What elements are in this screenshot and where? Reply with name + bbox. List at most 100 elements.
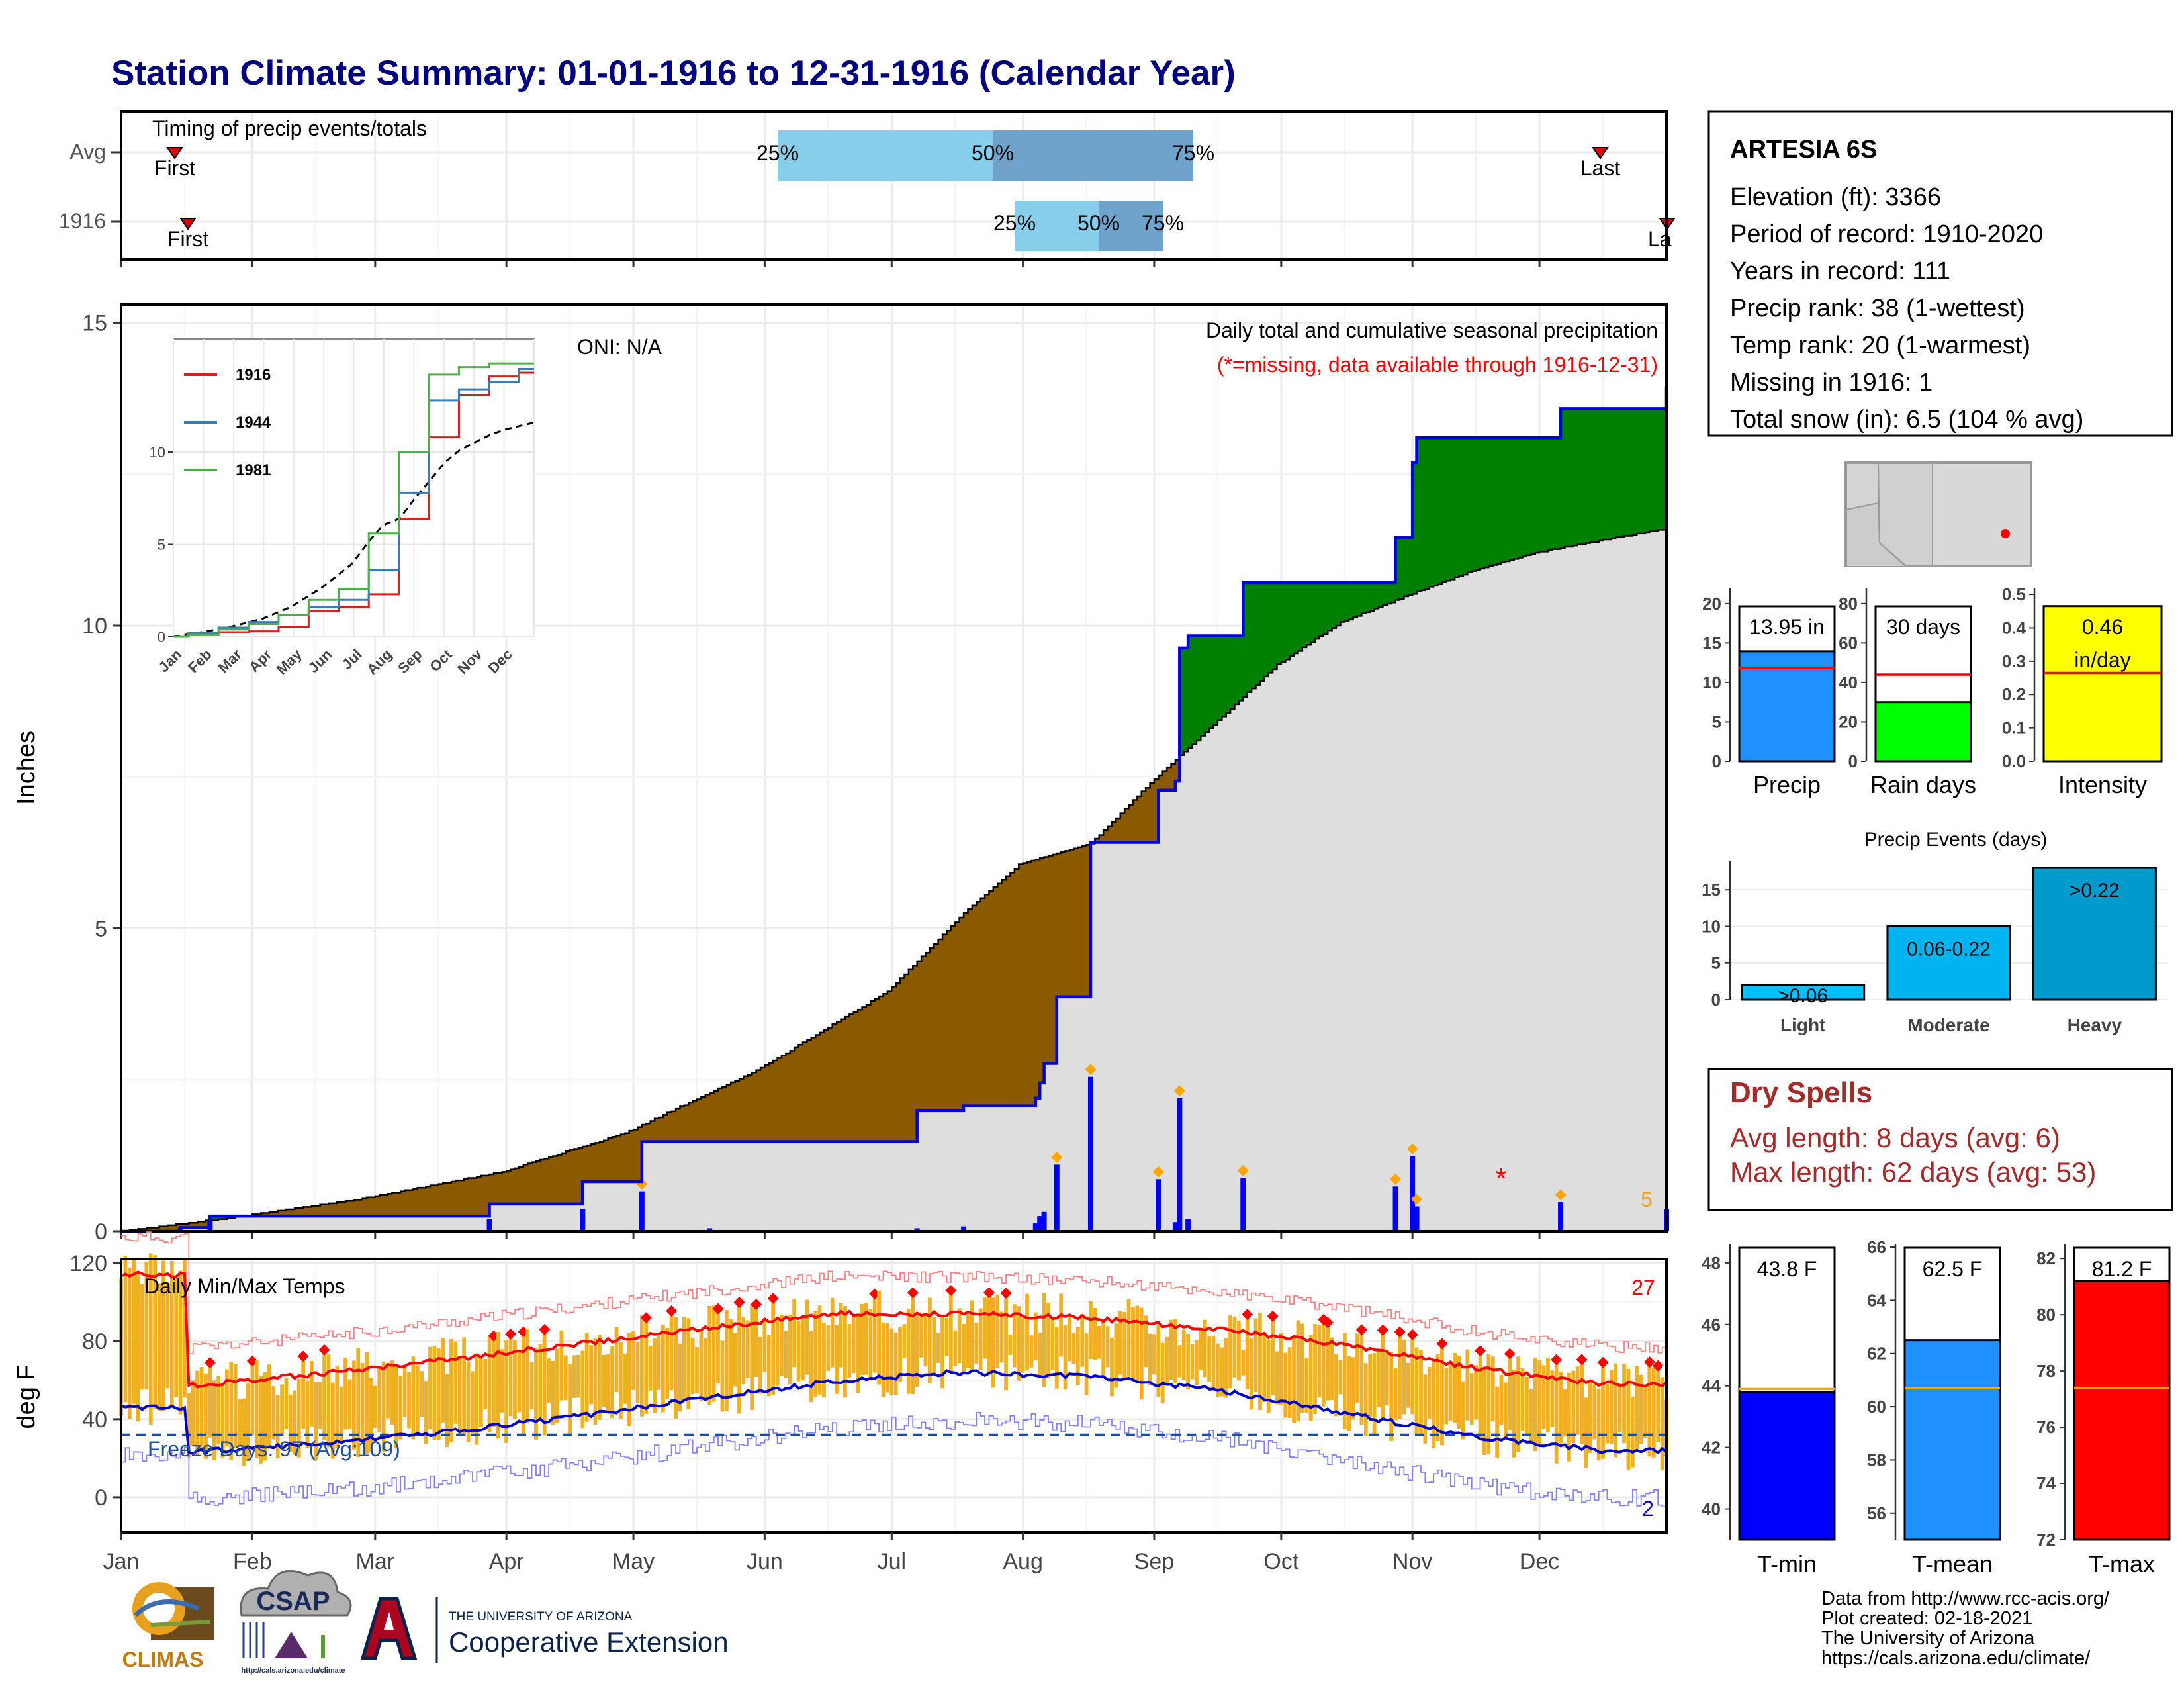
daily-temp-range <box>500 1349 504 1413</box>
oni-label: ONI: N/A <box>577 335 662 359</box>
daily-temp-range <box>644 1317 649 1414</box>
station-location-marker <box>2001 529 2010 538</box>
locator-map <box>1844 461 2032 567</box>
daily-temp-range <box>639 1315 644 1417</box>
inset-ytick-label: 5 <box>158 537 165 553</box>
daily-temp-range <box>999 1311 1004 1363</box>
daily-temp-range <box>1474 1365 1479 1420</box>
hot-day-marker <box>945 1284 957 1296</box>
daily-temp-range <box>335 1365 340 1448</box>
daily-temp-range <box>1626 1368 1631 1470</box>
daily-temp-range <box>445 1374 449 1448</box>
daily-temp-range <box>1512 1369 1516 1458</box>
daily-temp-range <box>1330 1337 1334 1400</box>
daily-temp-range <box>487 1336 492 1433</box>
timing-avg-last-marker <box>1592 147 1609 160</box>
daily-temp-range <box>428 1346 432 1429</box>
heavy-precip-marker <box>1406 1143 1418 1155</box>
daily-temp-range <box>233 1364 238 1448</box>
daily-temp-range <box>123 1256 128 1403</box>
daily-temp-range <box>169 1260 174 1407</box>
month-label: May <box>612 1549 655 1574</box>
tmax-summary-value-bar <box>2073 1280 2171 1541</box>
ua-bottom-text: Cooperative Extension <box>449 1626 729 1658</box>
daily-temp-range <box>716 1309 720 1383</box>
precip-ytick-label: 15 <box>82 310 107 336</box>
daily-temp-range <box>598 1335 602 1420</box>
month-label: Aug <box>1003 1549 1043 1574</box>
daily-temp-range <box>492 1336 496 1427</box>
tmin-summary-ytick-label: 48 <box>1702 1253 1721 1273</box>
hot-day-marker <box>712 1303 724 1315</box>
timing-avg-bar-25-50 <box>778 130 993 181</box>
daily-precip-bar <box>1156 1179 1161 1231</box>
daily-temp-range <box>178 1270 183 1415</box>
daily-temp-range <box>377 1366 382 1432</box>
daily-temp-range <box>398 1375 403 1440</box>
month-label: Oct <box>1263 1549 1298 1574</box>
daily-temp-range <box>1533 1358 1537 1452</box>
daily-temp-range <box>826 1325 831 1371</box>
daily-temp-range <box>758 1336 762 1394</box>
inset-series-line <box>173 362 534 638</box>
daily-temp-range <box>948 1290 953 1373</box>
heavy-precip-marker <box>1411 1193 1423 1205</box>
daily-temp-range <box>144 1261 149 1390</box>
daily-temp-range <box>551 1361 555 1425</box>
daily-temp-range <box>1647 1362 1652 1457</box>
daily-temp-range <box>991 1297 995 1388</box>
daily-temp-range <box>1148 1333 1152 1385</box>
daily-temp-range <box>263 1372 267 1461</box>
tmin-summary-ytick-label: 40 <box>1702 1499 1721 1519</box>
daily-temp-range <box>1427 1366 1432 1419</box>
tmean-summary-ytick-label: 56 <box>1867 1503 1886 1523</box>
daily-temp-range <box>432 1346 437 1440</box>
daily-temp-range <box>1216 1343 1220 1397</box>
daily-temp-range <box>1334 1354 1338 1417</box>
hot-day-marker <box>907 1287 919 1299</box>
daily-temp-range <box>927 1297 932 1383</box>
daily-temp-range <box>1313 1323 1317 1414</box>
daily-temp-range <box>1351 1357 1355 1420</box>
tmean-summary-ytick-label: 66 <box>1867 1237 1886 1257</box>
daily-temp-range <box>267 1364 271 1449</box>
daily-temp-range <box>1609 1370 1614 1444</box>
daily-temp-range <box>1389 1352 1394 1441</box>
daily-temp-range <box>1296 1320 1300 1421</box>
tmax-summary-value-label: 81.2 F <box>2092 1257 2152 1281</box>
daily-temp-range <box>830 1297 835 1368</box>
daily-temp-range <box>1342 1332 1347 1430</box>
tmin-summary-value-bar <box>1738 1391 1836 1541</box>
tmean-summary-value-label: 62.5 F <box>1923 1257 1983 1281</box>
daily-temp-range <box>1042 1293 1046 1388</box>
daily-temp-range <box>1622 1363 1626 1444</box>
climas-logo-text: CLIMAS <box>122 1648 204 1671</box>
daily-temp-range <box>1071 1333 1076 1364</box>
daily-temp-range <box>284 1378 289 1429</box>
daily-temp-range <box>369 1378 373 1452</box>
dry-spells-max: Max length: 62 days (avg: 53) <box>1730 1156 2096 1188</box>
daily-temp-range <box>1012 1304 1017 1368</box>
daily-temp-range <box>1406 1362 1410 1408</box>
intensity-summary-value-label-unit: in/day <box>2074 648 2130 672</box>
daily-temp-range <box>589 1345 593 1405</box>
precip-missing-note: (*=missing, data available through 1916-… <box>1217 353 1658 377</box>
daily-temp-range <box>534 1348 538 1440</box>
daily-temp-range <box>835 1325 839 1394</box>
daily-temp-range <box>157 1283 161 1411</box>
daily-temp-range <box>923 1313 928 1367</box>
daily-temp-range <box>1131 1307 1135 1382</box>
daily-temp-range <box>864 1303 868 1375</box>
daily-temp-range <box>250 1361 255 1436</box>
daily-temp-range <box>229 1362 234 1460</box>
timing-label: Timing of precip events/totals <box>152 117 427 140</box>
daily-temp-range <box>415 1365 420 1436</box>
daily-temp-range <box>911 1292 915 1394</box>
station-precip-rank: Precip rank: 38 (1-wettest) <box>1730 295 2025 322</box>
daily-temp-range <box>441 1338 445 1423</box>
daily-temp-range <box>1046 1303 1050 1378</box>
daily-temp-range <box>1084 1333 1089 1395</box>
daily-temp-range <box>1372 1353 1377 1436</box>
hot-day-marker <box>1000 1288 1012 1299</box>
daily-temp-range <box>478 1355 483 1427</box>
